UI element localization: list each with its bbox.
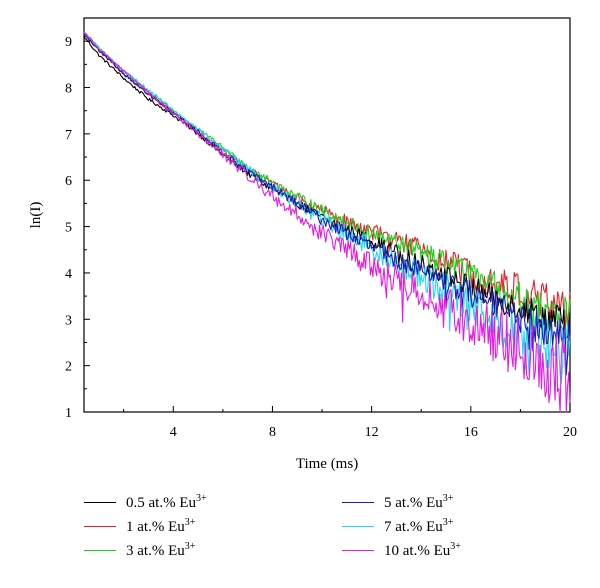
x-axis-title: Time (ms) [296, 456, 358, 472]
series-line-0 [83, 35, 571, 340]
y-tick-label-2: 3 [65, 313, 72, 328]
y-tick-label-0: 1 [65, 406, 72, 421]
y-tick-label-6: 7 [65, 128, 72, 143]
y-tick-label-5: 6 [65, 174, 72, 189]
series-line-5 [83, 31, 571, 413]
x-axis: 4 8 12 16 20 [123, 406, 577, 440]
series-line-4 [83, 32, 571, 385]
x-tick-label-4: 20 [563, 425, 577, 440]
x-tick-label-0: 4 [170, 425, 177, 440]
series-line-2 [83, 31, 571, 338]
y-tick-label-3: 4 [65, 267, 72, 282]
y-axis: 1 2 3 4 5 6 7 8 9 [65, 35, 90, 421]
y-tick-label-1: 2 [65, 360, 72, 375]
plot-frame [83, 17, 571, 413]
series-layer [83, 31, 571, 413]
y-axis-title: ln(I) [28, 202, 44, 229]
series-line-3 [83, 33, 571, 376]
y-tick-label-7: 8 [65, 82, 72, 97]
y-tick-label-8: 9 [65, 35, 72, 50]
x-tick-label-2: 12 [365, 425, 379, 440]
y-tick-label-4: 5 [65, 221, 72, 236]
x-tick-label-1: 8 [269, 425, 276, 440]
x-tick-label-3: 16 [464, 425, 478, 440]
